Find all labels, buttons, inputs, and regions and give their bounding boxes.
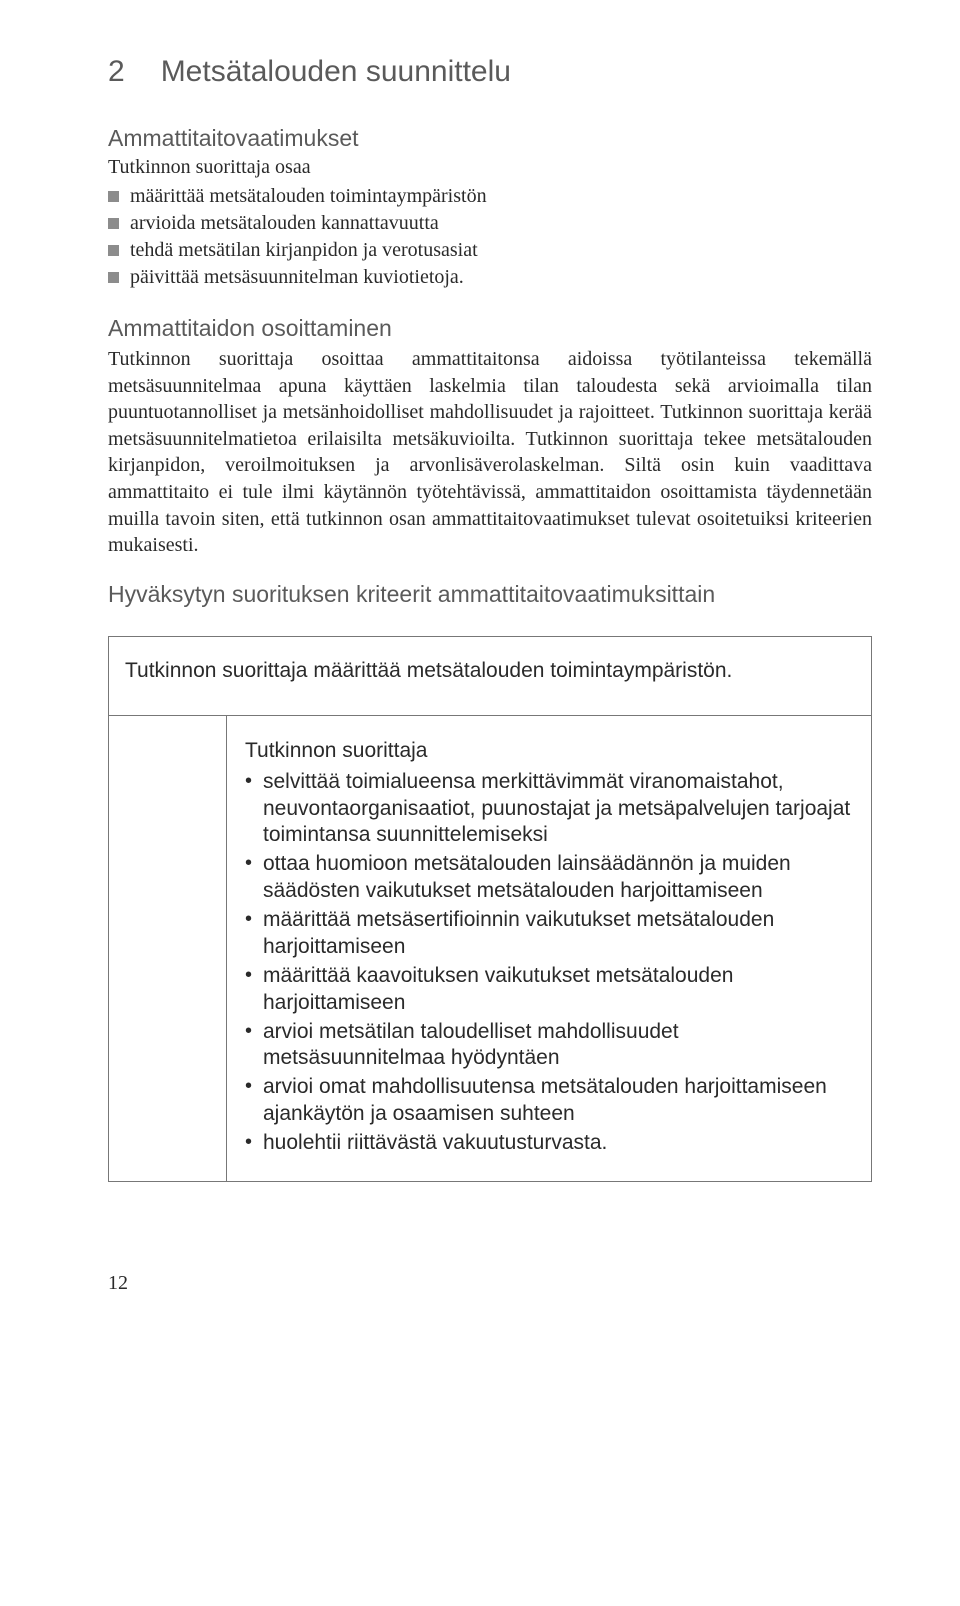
requirements-heading: Ammattitaitovaatimukset: [108, 125, 872, 152]
section-title: Metsätalouden suunnittelu: [161, 55, 511, 88]
criteria-list: selvittää toimialueensa merkittävimmät v…: [245, 769, 853, 1157]
page-number: 12: [108, 1272, 872, 1295]
requirements-list: määrittää metsätalouden toimintaympärist…: [108, 183, 872, 291]
table-left-cell: [109, 715, 227, 1181]
table-right-cell: Tutkinnon suorittaja selvittää toimialue…: [227, 715, 872, 1181]
criteria-heading: Hyväksytyn suorituksen kriteerit ammatti…: [108, 581, 872, 608]
list-item: määrittää metsätalouden toimintaympärist…: [108, 183, 872, 210]
requirements-intro: Tutkinnon suorittaja osaa: [108, 156, 872, 179]
list-item: ottaa huomioon metsätalouden lainsäädänn…: [245, 851, 853, 905]
criteria-lead: Tutkinnon suorittaja: [245, 738, 853, 765]
section-number: 2: [108, 55, 125, 88]
list-item: arvioi metsätilan taloudelliset mahdolli…: [245, 1019, 853, 1073]
list-item: päivittää metsäsuunnitelman kuviotietoja…: [108, 264, 872, 291]
list-item: arvioi omat mahdollisuutensa metsätaloud…: [245, 1074, 853, 1128]
section-heading: 2 Metsätalouden suunnittelu: [108, 55, 872, 89]
list-item: selvittää toimialueensa merkittävimmät v…: [245, 769, 853, 850]
list-item: arvioida metsätalouden kannattavuutta: [108, 210, 872, 237]
demonstration-heading: Ammattitaidon osoittaminen: [108, 315, 872, 342]
table-header-cell: Tutkinnon suorittaja määrittää metsätalo…: [109, 636, 872, 715]
demonstration-body: Tutkinnon suorittaja osoittaa ammattitai…: [108, 346, 872, 559]
criteria-table: Tutkinnon suorittaja määrittää metsätalo…: [108, 636, 872, 1182]
list-item: tehdä metsätilan kirjanpidon ja verotusa…: [108, 237, 872, 264]
table-header-row: Tutkinnon suorittaja määrittää metsätalo…: [109, 636, 872, 715]
list-item: määrittää metsäsertifioinnin vaikutukset…: [245, 907, 853, 961]
list-item: huolehtii riittävästä vakuutusturvasta.: [245, 1130, 853, 1157]
document-page: 2 Metsätalouden suunnittelu Ammattitaitov…: [0, 0, 960, 1350]
table-row: Tutkinnon suorittaja selvittää toimialue…: [109, 715, 872, 1181]
list-item: määrittää kaavoituksen vaikutukset metsä…: [245, 963, 853, 1017]
